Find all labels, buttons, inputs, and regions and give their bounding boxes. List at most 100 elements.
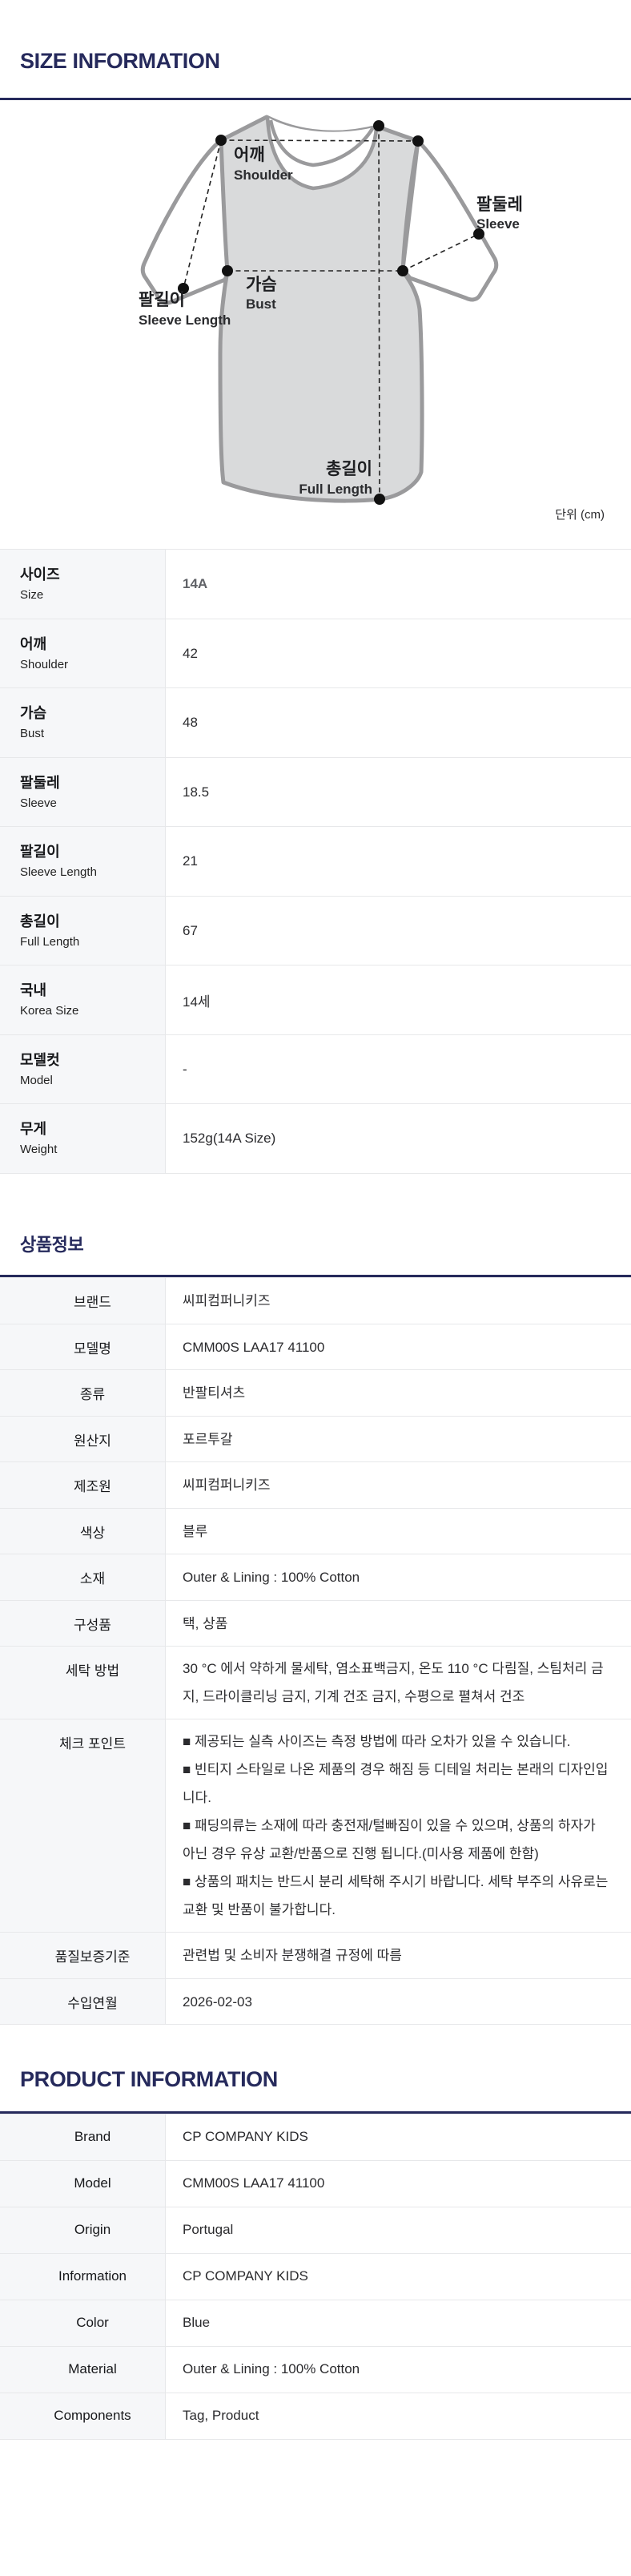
product-information-value: CP COMPANY KIDS: [183, 2129, 308, 2145]
size-row-label-en: Sleeve Length: [20, 865, 97, 880]
info-row-value: 씨피컴퍼니키즈: [183, 1477, 271, 1494]
info-row-value: ■ 제공되는 실측 사이즈는 측정 방법에 따라 오차가 있을 수 있습니다. ■…: [166, 1719, 631, 1932]
checkpoint-item: ■ 빈티지 스타일로 나온 제품의 경우 해짐 등 디테일 처리는 본래의 디자…: [183, 1762, 609, 1806]
info-row-label: 모델명: [0, 1324, 166, 1370]
size-row-value: 14세: [183, 994, 211, 1010]
info-table-row: 수입연월 2026-02-03: [0, 1978, 631, 2026]
product-information-value: CP COMPANY KIDS: [183, 2268, 308, 2284]
info-table-row: 제조원 씨피컴퍼니키즈: [0, 1462, 631, 1509]
size-row-label-en: Korea Size: [20, 1004, 79, 1018]
info-table-row: 세탁 방법 30 °C 에서 약하게 물세탁, 염소표백금지, 온도 110 °…: [0, 1647, 631, 1720]
checkpoint-item: ■ 패딩의류는 소재에 따라 충전재/털빠짐이 있을 수 있으며, 상품의 하자…: [183, 1818, 596, 1862]
size-row-label: 모델컷 Model: [0, 1034, 166, 1104]
info-row-value: 포르투갈: [183, 1431, 233, 1447]
measure-dot: [374, 494, 385, 506]
size-row-label: 총길이 Full Length: [0, 896, 166, 965]
size-information-title: SIZE INFORMATION: [20, 49, 220, 73]
size-table-row: 무게 Weight 152g(14A Size): [0, 1104, 631, 1174]
product-information-row: Material Outer & Lining : 100% Cotton: [0, 2346, 631, 2393]
left-sleeve-shape: [140, 138, 231, 305]
neck-opening: [267, 117, 376, 189]
size-row-label-ko: 국내: [20, 982, 47, 999]
sleeve-length-measure-line: [183, 140, 222, 289]
info-row-label: 세탁 방법: [0, 1647, 166, 1719]
info-row-label: 종류: [0, 1370, 166, 1416]
info-table-row: 소재 Outer & Lining : 100% Cotton: [0, 1554, 631, 1601]
info-row-value: 관련법 및 소비자 분쟁해결 규정에 따름: [183, 1948, 402, 1964]
product-information-label: Components: [0, 2393, 166, 2439]
product-detail-page: SIZE INFORMATION: [0, 48, 631, 2493]
unit-label: 단위 (cm): [555, 508, 605, 522]
size-row-value: 42: [183, 645, 198, 661]
product-information-label: Information: [0, 2253, 166, 2300]
info-table-row: 모델명 CMM00S LAA17 41100: [0, 1324, 631, 1371]
size-row-label-en: Shoulder: [20, 657, 69, 671]
diagram-label-bust-ko: 가슴: [246, 276, 277, 294]
size-row-label-ko: 모델컷: [20, 1051, 60, 1068]
neckline-curve: [265, 117, 379, 191]
product-information-row: Information CP COMPANY KIDS: [0, 2253, 631, 2300]
info-row-value: 씨피컴퍼니키즈: [183, 1293, 271, 1309]
collar-band-curve: [268, 119, 375, 167]
size-row-value: 14A: [183, 576, 208, 592]
product-information-title: PRODUCT INFORMATION: [20, 2067, 278, 2092]
size-row-label-en: Size: [20, 588, 44, 603]
size-row-value: 21: [183, 853, 198, 869]
tshirt-measurement-diagram: 어깨 Shoulder 팔둘레 Sleeve 가슴 Bust 팔길이 Sleev…: [139, 115, 523, 506]
info-table-row: 브랜드 씨피컴퍼니키즈: [0, 1278, 631, 1324]
section-divider: [0, 1275, 631, 1278]
product-information-value: Portugal: [183, 2222, 234, 2238]
diagram-label-sleeve-length-en: Sleeve Length: [139, 312, 231, 328]
checkpoint-item: ■ 상품의 패치는 반드시 분리 세탁해 주시기 바랍니다. 세탁 부주의 사유…: [183, 1874, 609, 1918]
product-information-value: Outer & Lining : 100% Cotton: [183, 2361, 360, 2377]
size-row-value: 152g(14A Size): [183, 1131, 276, 1147]
product-information-label: Model: [0, 2160, 166, 2207]
product-information-row: Color Blue: [0, 2300, 631, 2347]
sleeve-width-measure-line: [402, 233, 480, 272]
info-row-label: 제조원: [0, 1462, 166, 1508]
info-row-value: CMM00S LAA17 41100: [183, 1339, 325, 1355]
size-row-value: -: [183, 1061, 187, 1077]
size-row-label-ko: 총길이: [20, 913, 60, 929]
measure-dot: [222, 265, 233, 277]
size-row-label-ko: 팔길이: [20, 844, 60, 861]
product-information-value: Blue: [183, 2315, 211, 2331]
product-information-table: Brand CP COMPANY KIDS Model CMM00S LAA17…: [0, 2113, 631, 2440]
size-table-row: 국내 Korea Size 14세: [0, 965, 631, 1035]
info-table-row: 색상 블루: [0, 1508, 631, 1555]
size-row-label-ko: 사이즈: [20, 566, 60, 583]
info-row-label: 소재: [0, 1554, 166, 1600]
size-table-row: 팔둘레 Sleeve 18.5: [0, 757, 631, 828]
info-row-value: 2026-02-03: [183, 1993, 252, 2010]
diagram-label-sleeve-length-ko: 팔길이: [139, 291, 185, 309]
product-information-row: Brand CP COMPANY KIDS: [0, 2114, 631, 2161]
product-information-row: Origin Portugal: [0, 2207, 631, 2254]
product-information-value: Tag, Product: [183, 2408, 259, 2424]
info-table-row: 체크 포인트 ■ 제공되는 실측 사이즈는 측정 방법에 따라 오차가 있을 수…: [0, 1719, 631, 1933]
info-row-value: 블루: [183, 1523, 208, 1539]
size-row-label-en: Full Length: [20, 934, 80, 949]
measure-dot: [412, 135, 424, 147]
size-row-label-en: Sleeve: [20, 796, 57, 810]
measure-dot: [473, 228, 484, 240]
diagram-label-full-length-ko: 총길이: [326, 460, 372, 478]
size-table-row: 사이즈 Size 14A: [0, 550, 631, 619]
size-table-row: 모델컷 Model -: [0, 1034, 631, 1105]
size-row-value: 48: [183, 715, 198, 731]
diagram-label-full-length-en: Full Length: [299, 482, 372, 497]
diagram-label-shoulder-ko: 어깨: [234, 146, 265, 164]
product-information-label: Material: [0, 2346, 166, 2393]
size-row-label: 팔길이 Sleeve Length: [0, 827, 166, 896]
checkpoint-item: ■ 제공되는 실측 사이즈는 측정 방법에 따라 오차가 있을 수 있습니다.: [183, 1734, 571, 1750]
size-table-row: 어깨 Shoulder 42: [0, 619, 631, 689]
product-info-title: 상품정보: [20, 1234, 84, 1255]
size-row-label-ko: 무게: [20, 1121, 47, 1138]
product-information-label: Origin: [0, 2207, 166, 2253]
product-information-value: CMM00S LAA17 41100: [183, 2175, 325, 2191]
info-table-row: 원산지 포르투갈: [0, 1416, 631, 1463]
shoulder-measure-line: [220, 139, 419, 143]
size-table: 사이즈 Size 14A 어깨 Shoulder 42 가슴 Bust 48 팔…: [0, 549, 631, 1174]
diagram-label-shoulder-en: Shoulder: [234, 167, 293, 183]
diagram-label-bust-en: Bust: [246, 296, 276, 312]
product-information-label: Color: [0, 2300, 166, 2346]
